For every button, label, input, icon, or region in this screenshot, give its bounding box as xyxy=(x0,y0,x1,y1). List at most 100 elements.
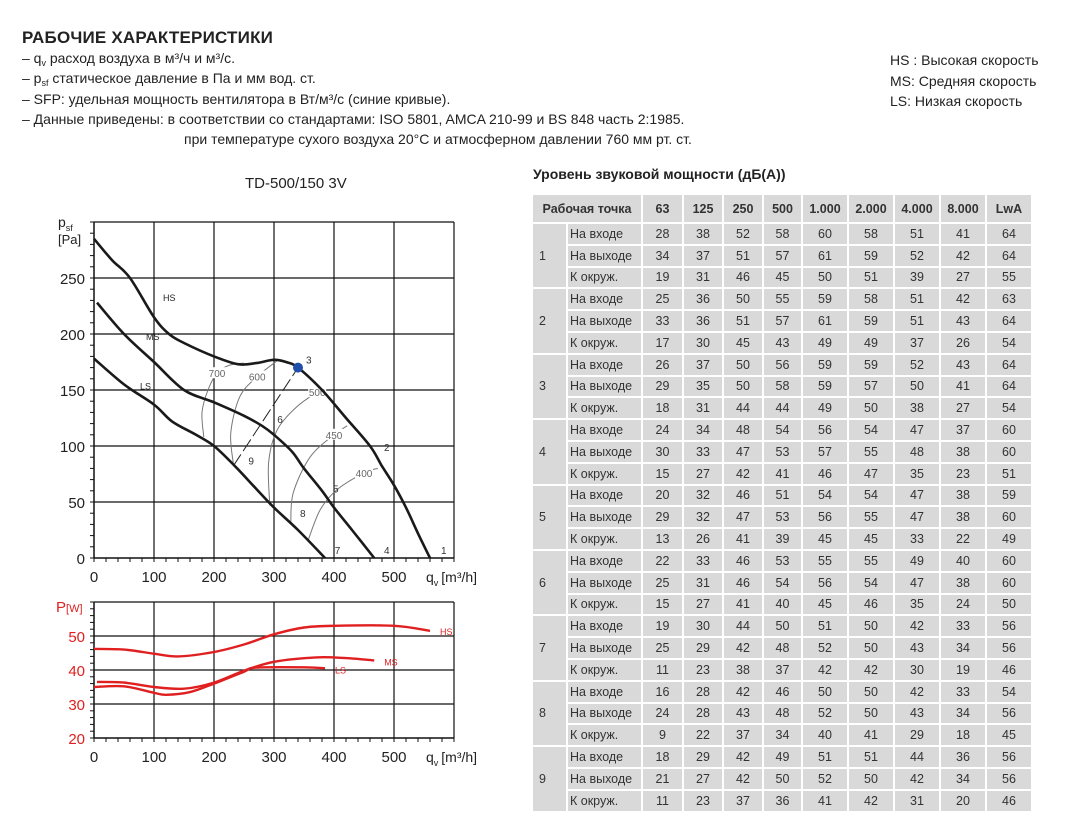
measurement-location: На входе xyxy=(568,420,641,440)
sound-level-cell: 54 xyxy=(987,332,1031,353)
sound-level-cell: 54 xyxy=(849,572,893,593)
measurement-location: К окруж. xyxy=(568,398,641,419)
x-axis-label: qv [m³/h] xyxy=(426,569,477,588)
sound-level-cell: 59 xyxy=(849,354,893,375)
sound-level-cell: 64 xyxy=(987,311,1031,331)
sound-level-cell: 51 xyxy=(849,747,893,767)
sound-level-cell: 31 xyxy=(895,790,939,811)
sound-level-cell: 24 xyxy=(643,420,682,440)
sound-level-cell: 61 xyxy=(803,245,847,266)
operating-point-id: 8 xyxy=(533,681,566,746)
measurement-location: На входе xyxy=(568,681,641,702)
sound-level-cell: 49 xyxy=(987,529,1031,549)
sound-level-cell: 34 xyxy=(764,725,801,746)
sound-level-cell: 11 xyxy=(643,659,682,680)
sound-level-cell: 37 xyxy=(941,420,985,440)
header-frequency: 125 xyxy=(684,195,722,222)
sound-level-cell: 28 xyxy=(684,703,722,724)
sound-level-cell: 54 xyxy=(764,572,801,593)
measurement-location: На выходе xyxy=(568,311,641,331)
sound-level-cell: 46 xyxy=(803,463,847,484)
y-tick-label: 50 xyxy=(68,495,85,512)
x-tick-label: 0 xyxy=(90,569,98,586)
table-row: К окруж. 11 23 37 36 41 42 31 20 46 xyxy=(533,790,1031,811)
x-tick-label: 0 xyxy=(90,749,98,766)
sound-level-cell: 52 xyxy=(895,354,939,375)
header-operating-point: Рабочая точка xyxy=(533,195,641,222)
sound-level-cell: 18 xyxy=(941,725,985,746)
operating-point-label: 1 xyxy=(441,546,447,557)
sound-level-cell: 41 xyxy=(803,790,847,811)
x-tick-label: 500 xyxy=(381,749,406,766)
measurement-location: К окруж. xyxy=(568,725,641,746)
sound-level-cell: 44 xyxy=(724,616,762,637)
sound-level-cell: 48 xyxy=(895,441,939,462)
table-row: 5 На входе 20 32 46 51 54 54 47 38 59 xyxy=(533,485,1031,549)
sound-level-cell: 51 xyxy=(803,747,847,767)
sound-level-cell: 41 xyxy=(849,725,893,746)
sound-level-cell: 41 xyxy=(941,376,985,397)
y-tick-label: 50 xyxy=(68,629,85,646)
sound-level-cell: 42 xyxy=(724,463,762,484)
sound-level-cell: 41 xyxy=(724,529,762,549)
y-tick-label: 150 xyxy=(60,383,85,400)
sound-level-cell: 50 xyxy=(764,616,801,637)
sound-level-cell: 43 xyxy=(764,332,801,353)
sound-level-cell: 42 xyxy=(803,659,847,680)
sound-level-cell: 25 xyxy=(643,572,682,593)
sound-level-cell: 45 xyxy=(849,529,893,549)
y-axis-label-unit: [W] xyxy=(66,603,83,615)
sound-level-cell: 42 xyxy=(724,681,762,702)
table-row: На выходе 30 33 47 53 57 55 48 38 60 xyxy=(533,441,1031,462)
sound-level-cell: 37 xyxy=(684,354,722,375)
y-axis-label-sub: sf xyxy=(66,223,74,233)
sound-level-cell: 50 xyxy=(803,681,847,702)
sound-level-cell: 49 xyxy=(895,550,939,571)
sound-level-cell: 51 xyxy=(724,245,762,266)
operating-point-label: 9 xyxy=(248,456,254,467)
operating-point-id: 6 xyxy=(533,550,566,615)
table-row: На выходе 24 28 43 48 52 50 43 34 56 xyxy=(533,703,1031,724)
sound-level-cell: 43 xyxy=(895,638,939,658)
x-tick-label: 100 xyxy=(141,749,166,766)
series-label: MS xyxy=(146,332,160,342)
sound-level-cell: 26 xyxy=(684,529,722,549)
chart-title: TD-500/150 3V xyxy=(245,175,347,192)
sound-level-cell: 50 xyxy=(764,768,801,789)
sound-level-cell: 29 xyxy=(684,747,722,767)
spec-line-text: расход воздуха в м³/ч и м³/с. xyxy=(45,50,235,66)
y-axis-label-main: p xyxy=(58,214,66,230)
sound-level-cell: 59 xyxy=(803,376,847,397)
operating-point-id: 7 xyxy=(533,616,566,680)
x-axis-label-sub: v xyxy=(434,758,439,768)
sound-level-cell: 51 xyxy=(895,311,939,331)
sound-level-cell: 44 xyxy=(764,398,801,419)
sound-level-cell: 46 xyxy=(724,485,762,506)
sound-level-cell: 54 xyxy=(987,398,1031,419)
sound-level-cell: 46 xyxy=(987,790,1031,811)
measurement-location: К окруж. xyxy=(568,790,641,811)
operating-point-label: 5 xyxy=(333,484,339,495)
sound-level-cell: 51 xyxy=(895,224,939,244)
sound-level-cell: 59 xyxy=(803,354,847,375)
sound-level-cell: 21 xyxy=(643,768,682,789)
header-frequency: 250 xyxy=(724,195,762,222)
sound-level-cell: 59 xyxy=(803,289,847,310)
sound-level-cell: 58 xyxy=(764,376,801,397)
series-label: HS xyxy=(163,293,176,303)
measurement-location: На входе xyxy=(568,485,641,506)
sound-level-cell: 52 xyxy=(803,768,847,789)
spec-line: – SFP: удельная мощность вентилятора в В… xyxy=(22,91,450,107)
y-axis-label-unit: [Pa] xyxy=(58,232,81,247)
sound-level-cell: 22 xyxy=(684,725,722,746)
series-label: MS xyxy=(384,657,398,667)
x-tick-label: 100 xyxy=(141,569,166,586)
sound-level-cell: 23 xyxy=(941,463,985,484)
header-frequency: 8.000 xyxy=(941,195,985,222)
sound-level-cell: 41 xyxy=(764,463,801,484)
measurement-location: К окруж. xyxy=(568,332,641,353)
table-row: К окруж. 15 27 41 40 45 46 35 24 50 xyxy=(533,594,1031,615)
sound-level-cell: 59 xyxy=(987,485,1031,506)
spec-line: – psf статическое давление в Па и мм вод… xyxy=(22,70,316,88)
sound-level-cell: 50 xyxy=(849,768,893,789)
